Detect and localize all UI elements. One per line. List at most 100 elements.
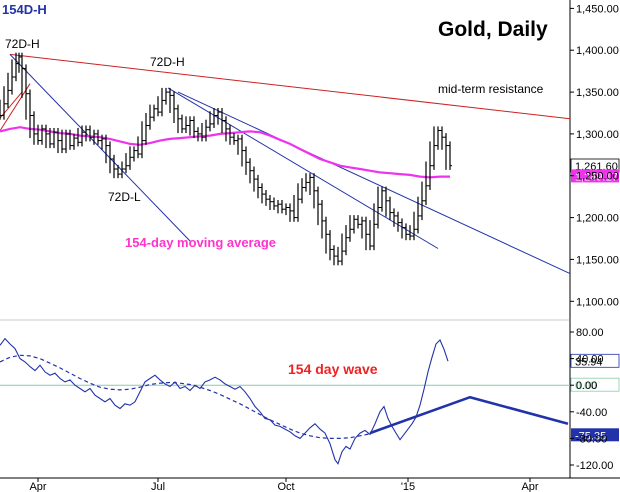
price-bar [284, 203, 288, 216]
price-bar [160, 87, 164, 117]
price-bar [260, 183, 264, 204]
price-bar [168, 87, 172, 113]
price-bar [0, 99, 2, 120]
price-bar [360, 216, 364, 239]
price-bar [404, 223, 408, 241]
price-bar [320, 200, 324, 239]
price-bar [256, 174, 260, 199]
price-bar [416, 196, 420, 234]
price-bar [268, 195, 272, 210]
price-bar [232, 133, 236, 145]
price-bar [308, 173, 312, 195]
price-bar [152, 104, 156, 122]
price-y-tick-label: 1,400.00 [576, 45, 619, 57]
moving-average-line [0, 126, 450, 179]
x-tick-label: Apr [521, 481, 538, 492]
price-bar [448, 141, 452, 170]
price-bar [264, 190, 268, 206]
price-bar [296, 183, 300, 222]
price-bar [436, 126, 440, 150]
price-bar [76, 128, 80, 147]
price-bar [172, 91, 176, 123]
wave-tag-text: -75.35 [575, 430, 606, 442]
price-y-tick-label: 1,250.00 [576, 171, 619, 183]
price-y-tick-label: 1,200.00 [576, 213, 619, 225]
price-bar [112, 154, 116, 179]
price-bar [272, 197, 276, 210]
price-bar [124, 153, 128, 174]
price-bar [188, 116, 192, 136]
ma-tag: 1,249.17 [571, 169, 619, 183]
zero-tag: 0.00 [570, 377, 620, 392]
price-bar [2, 86, 6, 120]
price-bar [148, 104, 152, 130]
price-bar [428, 141, 432, 190]
price-bar [372, 203, 376, 251]
price-bar [96, 129, 100, 145]
price-bar [392, 208, 396, 227]
price-bar [312, 173, 316, 209]
price-bar [432, 126, 436, 170]
price-y-tick-label: 1,100.00 [576, 296, 619, 308]
trend-line-2 [167, 87, 439, 249]
price-bar [304, 173, 308, 192]
x-tick-label: Apr [29, 481, 46, 492]
ma-tag-box [571, 169, 619, 183]
price-bar [212, 108, 216, 128]
wave-y-tick-label: -120.00 [576, 460, 613, 472]
price-bar [192, 116, 196, 139]
price-bar [300, 178, 304, 204]
price-bar [132, 146, 136, 162]
price-bar [144, 113, 148, 145]
price-bar [204, 119, 208, 142]
price-bar [228, 124, 232, 145]
wave-y-tick-label: -80.00 [576, 433, 607, 445]
price-bar [24, 64, 28, 120]
trend-line-1 [9, 54, 191, 242]
price-bar [340, 233, 344, 266]
price-bar [380, 186, 384, 212]
price-bar [276, 200, 280, 214]
price-bar [14, 52, 18, 82]
oscillator-tag-box [570, 353, 620, 368]
price-bar [104, 134, 108, 164]
annotation-label: 72D-L [108, 190, 141, 204]
wave-y-tick-label: -40.00 [576, 407, 607, 419]
price-bar [412, 211, 416, 241]
price-bar [156, 96, 160, 117]
price-bar [120, 161, 124, 179]
oscillator-tag-text: 35.94 [575, 356, 603, 368]
price-bar [48, 128, 52, 149]
x-tick-label: Jul [151, 481, 165, 492]
trend-line-4 [0, 83, 31, 132]
trend-line-5 [0, 91, 23, 119]
price-bar [92, 129, 96, 145]
price-bar [68, 129, 72, 150]
price-bar [72, 133, 76, 150]
price-bar [376, 186, 380, 229]
price-bar [280, 200, 284, 214]
annotation-label: 154-day moving average [125, 235, 276, 250]
price-bar [388, 196, 392, 221]
price-bar [176, 104, 180, 134]
annotation-label: mid-term resistance [438, 82, 544, 96]
price-bar [336, 246, 340, 266]
price-bar [220, 108, 224, 134]
price-bar [136, 136, 140, 159]
price-bar [240, 134, 244, 167]
price-bar [140, 121, 144, 159]
price-bar [424, 161, 428, 205]
x-tick-label: '15 [401, 481, 415, 492]
price-bar [440, 126, 444, 150]
price-y-tick-label: 1,450.00 [576, 3, 619, 15]
price-bar [80, 125, 84, 147]
price-bar [10, 59, 14, 95]
price-bar [52, 128, 56, 149]
price-bar [344, 225, 348, 256]
price-bar [44, 124, 48, 149]
price-bar [56, 128, 60, 154]
zero-tag-text: 0.00 [575, 380, 596, 392]
price-bar [368, 220, 372, 251]
price-bar [40, 124, 44, 145]
